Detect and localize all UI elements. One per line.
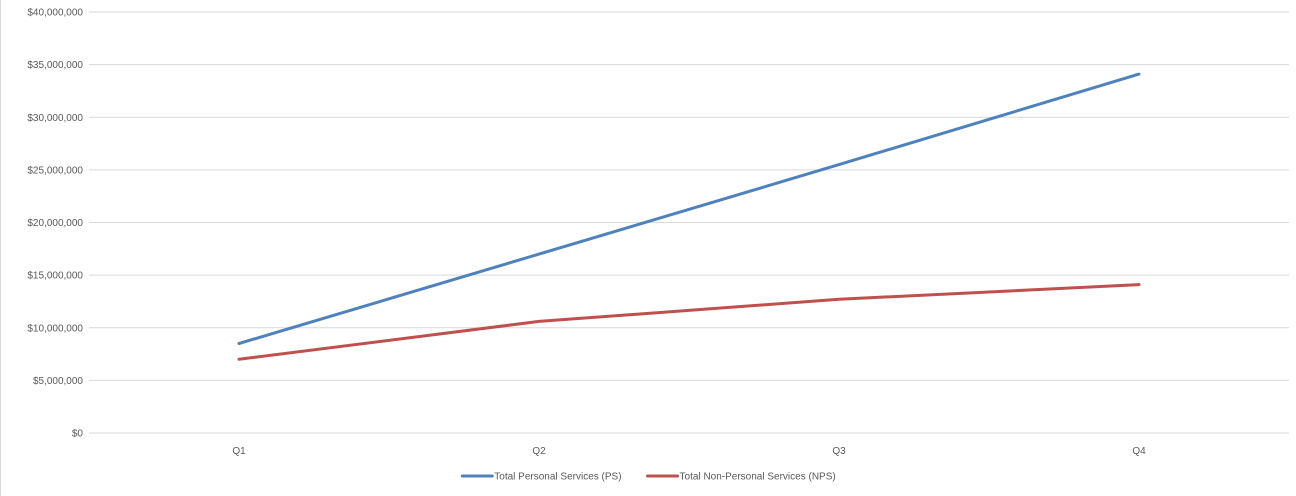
legend: Total Personal Services (PS) Total Non-Pe… xyxy=(460,472,836,483)
y-tick-label: $25,000,000 xyxy=(27,165,83,176)
x-tick-label: Q2 xyxy=(532,446,546,457)
legend-label: Total Non-Personal Services (NPS) xyxy=(680,472,836,483)
series-lines xyxy=(237,72,1141,361)
y-tick-label: $20,000,000 xyxy=(27,218,83,229)
y-tick-label: $0 xyxy=(72,429,84,440)
y-tick-label: $35,000,000 xyxy=(27,60,83,71)
y-tick-label: $40,000,000 xyxy=(27,8,83,19)
series-line-1 xyxy=(237,72,1141,345)
x-tick-label: Q1 xyxy=(232,446,246,457)
gridlines xyxy=(89,11,1289,434)
y-tick-label: $10,000,000 xyxy=(27,323,83,334)
x-axis-tick-labels: Q1 Q2 Q3 Q4 xyxy=(232,446,1146,457)
series-line-2 xyxy=(237,283,1141,361)
legend-item-1: Total Personal Services (PS) xyxy=(460,472,622,483)
y-tick-label: $5,000,000 xyxy=(33,376,83,387)
y-tick-label: $15,000,000 xyxy=(27,271,83,282)
legend-label: Total Personal Services (PS) xyxy=(494,472,621,483)
x-tick-label: Q4 xyxy=(1132,446,1146,457)
x-tick-label: Q3 xyxy=(832,446,846,457)
y-axis-tick-labels: $0 $5,000,000 $10,000,000 $15,000,000 $20,00… xyxy=(27,8,83,440)
y-tick-label: $30,000,000 xyxy=(27,113,83,124)
legend-item-2: Total Non-Personal Services (NPS) xyxy=(646,472,836,483)
